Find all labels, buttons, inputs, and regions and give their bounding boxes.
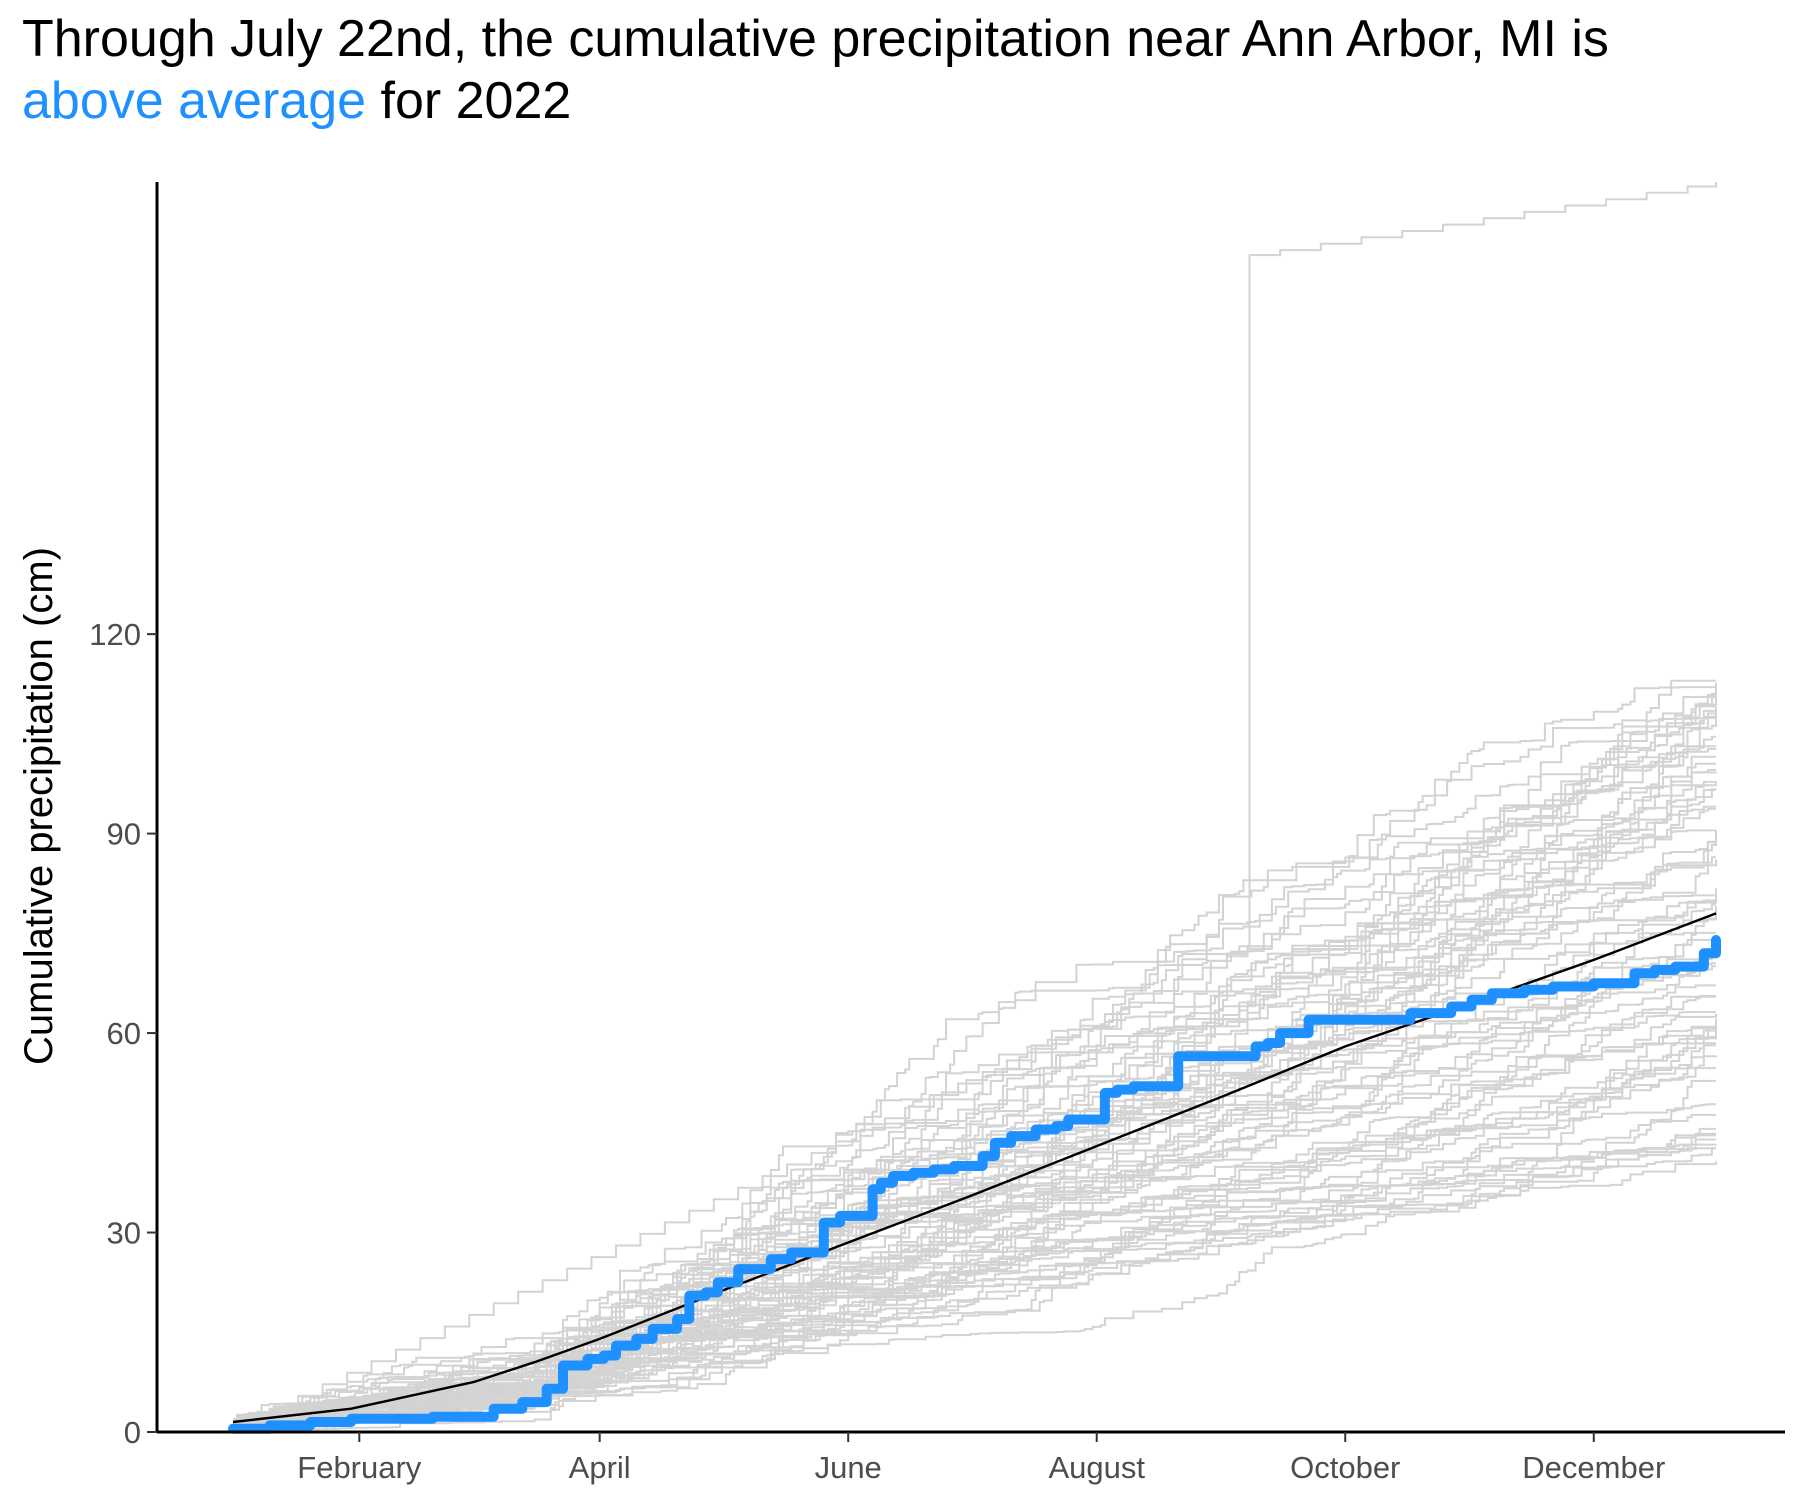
y-tick-label: 120 [89, 617, 141, 652]
historical-year-line [233, 716, 1716, 1421]
x-tick-label: February [297, 1450, 422, 1485]
x-tick-label: December [1522, 1450, 1665, 1485]
historical-year-line [233, 995, 1716, 1426]
title-rest: for 2022 [366, 72, 572, 130]
historical-year-line [233, 781, 1717, 1424]
historical-year-line [233, 829, 1716, 1431]
title-line-1: Through July 22nd, the cumulative precip… [22, 10, 1609, 68]
current-year-line [228, 935, 1721, 1434]
y-tick-label: 60 [107, 1016, 141, 1051]
historical-year-line [233, 755, 1716, 1421]
historical-year-line [233, 956, 1716, 1421]
historical-year-line [233, 894, 1716, 1423]
historical-outlier-line [233, 182, 1717, 1430]
historical-year-line [233, 839, 1717, 1428]
historical-year-line [233, 830, 1717, 1431]
historical-year-line [233, 679, 1716, 1427]
axes: 0 30 60 90 120 February April June August October… [89, 182, 1785, 1485]
historical-year-line [233, 888, 1717, 1424]
y-axis-label: Cumulative precipitation (cm) [17, 547, 61, 1065]
historical-year-line [233, 695, 1716, 1429]
title-line-2: above average for 2022 [22, 70, 1782, 132]
historical-year-line [233, 1018, 1717, 1431]
y-tick-label: 30 [107, 1216, 141, 1251]
y-tick-label: 0 [124, 1415, 141, 1450]
x-tick-label: June [815, 1450, 882, 1485]
chart-title: Through July 22nd, the cumulative precip… [22, 8, 1782, 132]
historical-lines [233, 182, 1717, 1433]
historical-year-line [233, 694, 1716, 1429]
historical-year-line [233, 1044, 1716, 1428]
x-tick-label: April [569, 1450, 631, 1485]
x-tick-label: August [1048, 1450, 1145, 1485]
historical-year-line [233, 707, 1717, 1422]
title-highlight: above average [22, 72, 367, 130]
y-tick-label: 90 [107, 817, 141, 852]
current-year-layer [228, 935, 1721, 1434]
historical-year-line [233, 1042, 1716, 1422]
x-tick-label: October [1290, 1450, 1400, 1485]
historical-year-line [233, 705, 1716, 1431]
